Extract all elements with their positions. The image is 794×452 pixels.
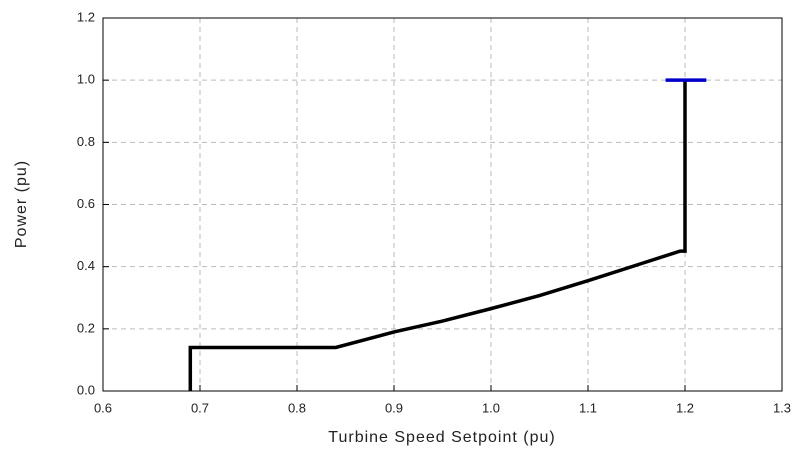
y-tick-label: 1.0 [77,72,95,87]
y-tick-label: 0.6 [77,196,95,211]
y-tick-label: 0.0 [77,382,95,397]
x-tick-label: 0.9 [385,400,403,415]
x-tick-label: 1.0 [482,400,500,415]
x-axis-label: Turbine Speed Setpoint (pu) [328,429,555,446]
x-tick-label: 0.6 [94,400,112,415]
x-tick-label: 1.1 [579,400,597,415]
y-axis-label: Power (pu) [13,160,30,248]
x-tick-label: 1.3 [773,400,791,415]
data-line [188,80,687,391]
x-tick-label: 0.8 [288,400,306,415]
y-tick-label: 0.8 [77,134,95,149]
y-tick-label: 1.2 [77,9,95,24]
x-tick-label: 0.7 [191,400,209,415]
y-tick-label: 0.2 [77,320,95,335]
plot-frame [102,17,783,392]
x-tick-label: 1.2 [676,400,694,415]
y-tick-label: 0.4 [77,258,95,273]
